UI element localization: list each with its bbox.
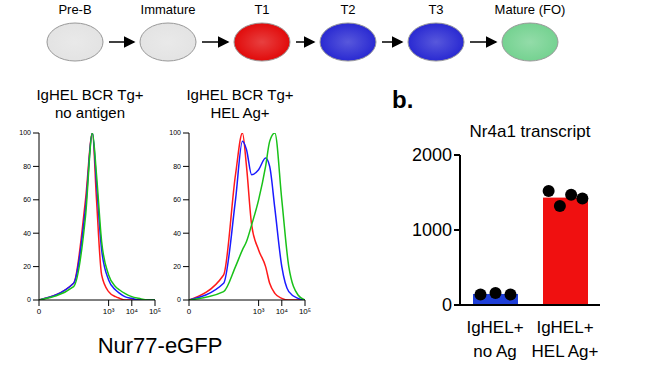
html-text:Nr4a1 transcript: Nr4a1 transcript (469, 122, 591, 141)
svg-text:0: 0 (37, 307, 42, 316)
svg-text:60: 60 (173, 196, 181, 203)
html-text:IgHEL BCR Tg+: IgHEL BCR Tg+ (36, 86, 144, 103)
svg-text:20: 20 (23, 263, 31, 270)
svg-text:0: 0 (27, 296, 31, 303)
svg-text:Mature (FO): Mature (FO) (495, 2, 566, 17)
svg-text:10⁵: 10⁵ (149, 307, 161, 316)
html-text:HEL Ag+: HEL Ag+ (210, 104, 270, 121)
svg-text:10⁴: 10⁴ (276, 307, 289, 316)
svg-text:10³: 10³ (103, 307, 115, 316)
svg-text:1000: 1000 (412, 220, 452, 240)
html-text:no antigen: no antigen (55, 104, 125, 121)
svg-text:Pre-B: Pre-B (58, 2, 91, 17)
svg-text:0: 0 (442, 295, 452, 315)
svg-text:2000: 2000 (412, 145, 452, 165)
svg-text:80: 80 (23, 163, 31, 170)
svg-text:0: 0 (177, 296, 181, 303)
svg-text:40: 40 (23, 230, 31, 237)
svg-text:100: 100 (169, 129, 181, 136)
svg-text:100: 100 (19, 129, 31, 136)
svg-text:no Ag: no Ag (473, 342, 517, 361)
svg-text:IgHEL+: IgHEL+ (536, 318, 593, 337)
svg-text:T1: T1 (254, 2, 269, 17)
svg-text:10⁵: 10⁵ (299, 307, 311, 316)
svg-text:60: 60 (23, 196, 31, 203)
svg-text:40: 40 (173, 230, 181, 237)
svg-text:0: 0 (187, 307, 192, 316)
svg-text:Immature: Immature (141, 2, 196, 17)
svg-text:T3: T3 (428, 2, 443, 17)
svg-text:10⁴: 10⁴ (126, 307, 139, 316)
html-text:b.: b. (392, 86, 414, 113)
html-text:IgHEL BCR Tg+: IgHEL BCR Tg+ (186, 86, 294, 103)
svg-text:IgHEL+: IgHEL+ (466, 318, 523, 337)
svg-text:HEL Ag+: HEL Ag+ (532, 342, 599, 361)
svg-text:10³: 10³ (253, 307, 265, 316)
svg-text:T2: T2 (340, 2, 355, 17)
html-text:Nur77-eGFP: Nur77-eGFP (97, 333, 223, 358)
svg-text:20: 20 (173, 263, 181, 270)
svg-text:80: 80 (173, 163, 181, 170)
